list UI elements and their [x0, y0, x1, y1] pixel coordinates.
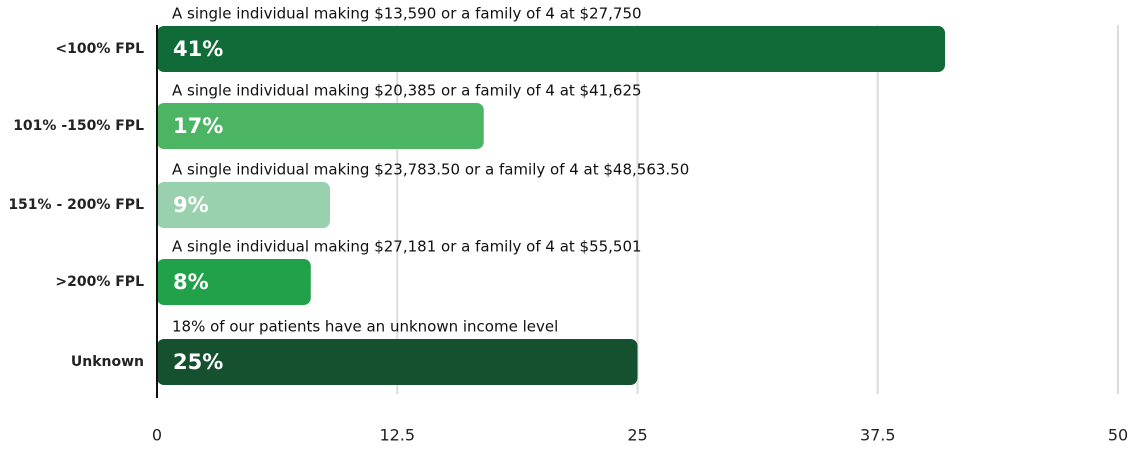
category-label: Unknown: [71, 354, 144, 370]
annotation: A single individual making $20,385 or a …: [172, 82, 642, 100]
x-tick-label: 50: [1108, 426, 1128, 445]
x-tick-label: 0: [152, 426, 162, 445]
category-label: 151% - 200% FPL: [8, 197, 144, 213]
annotation: A single individual making $23,783.50 or…: [172, 161, 689, 179]
x-tick-label: 37.5: [860, 426, 896, 445]
x-tick-label: 12.5: [379, 426, 415, 445]
annotation: A single individual making $13,590 or a …: [172, 5, 642, 23]
value-label: 41%: [173, 37, 223, 61]
bar: [157, 259, 311, 305]
x-tick-label: 25: [627, 426, 647, 445]
category-label: <100% FPL: [55, 41, 144, 57]
bar: [157, 339, 638, 385]
value-label: 9%: [173, 193, 209, 217]
category-label: >200% FPL: [55, 274, 144, 290]
annotation: A single individual making $27,181 or a …: [172, 238, 642, 256]
value-label: 25%: [173, 350, 223, 374]
annotation: 18% of our patients have an unknown inco…: [172, 318, 558, 336]
bar: [157, 26, 946, 72]
category-label: 101% -150% FPL: [13, 118, 144, 134]
value-label: 8%: [173, 270, 209, 294]
value-label: 17%: [173, 114, 223, 138]
bar: [157, 182, 330, 228]
bar: [157, 103, 484, 149]
